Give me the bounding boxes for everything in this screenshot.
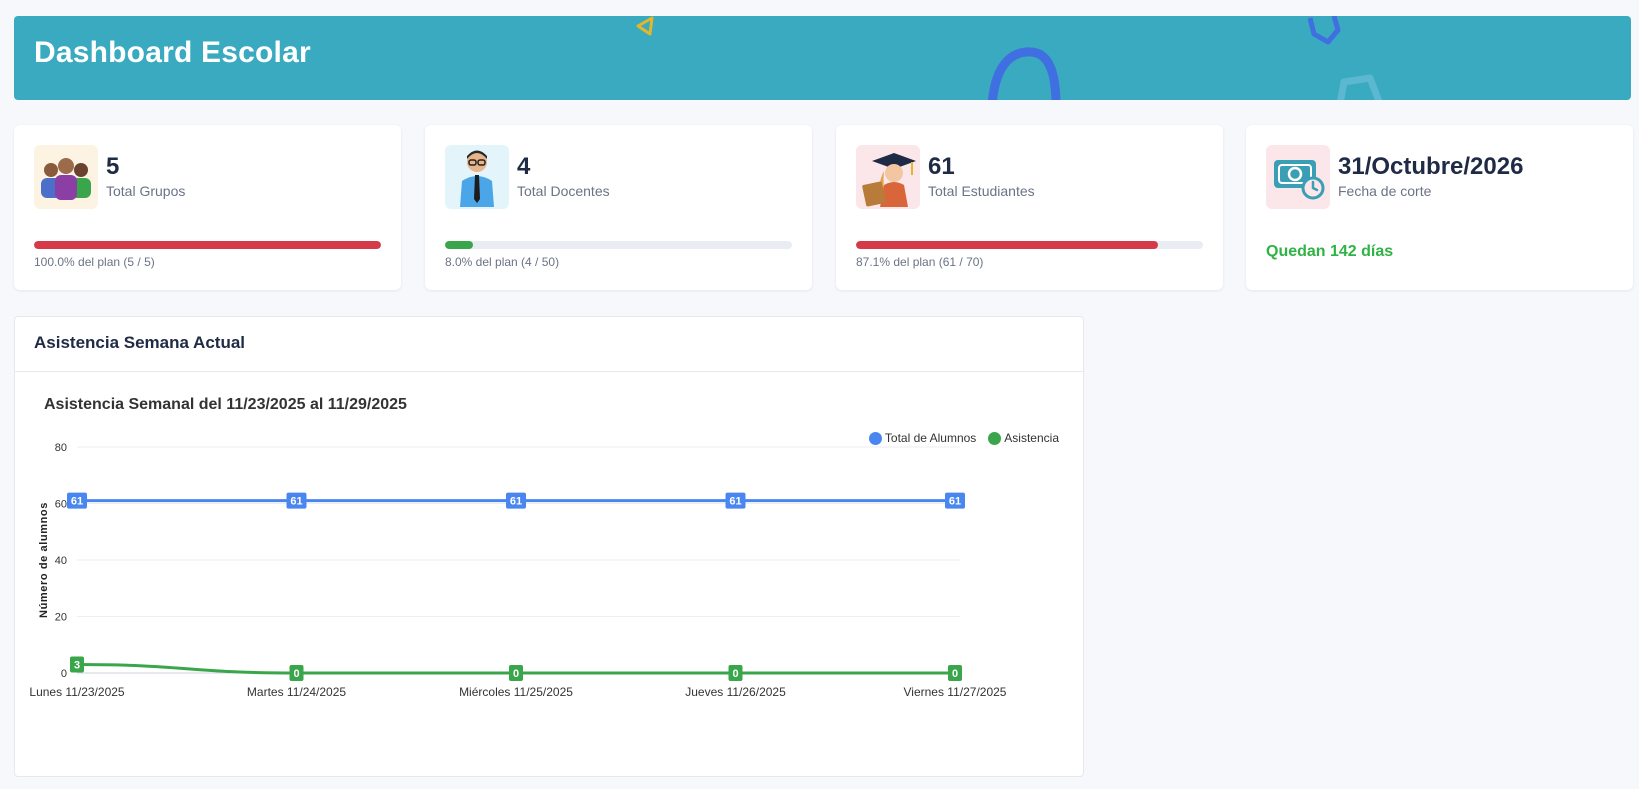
data-point — [948, 665, 962, 681]
stat-label: Fecha de corte — [1338, 183, 1432, 199]
legend-label: Asistencia — [1004, 431, 1059, 445]
progress-fill — [856, 241, 1159, 249]
data-label: 0 — [952, 668, 958, 680]
progress-fill — [34, 241, 381, 249]
data-label: 0 — [293, 668, 299, 680]
x-tick-label: Jueves 11/26/2025 — [685, 685, 786, 699]
triangle-decoration — [636, 16, 654, 36]
data-point — [725, 492, 746, 509]
group-icon — [34, 145, 98, 209]
stat-value: 4 — [517, 153, 531, 180]
y-axis-label: Número de alumnos — [38, 502, 50, 618]
stat-card-cutoff: 31/Octubre/2026 Fecha de corte Quedan 14… — [1246, 125, 1633, 290]
data-point — [286, 492, 307, 509]
chart-title: Asistencia Semanal del 11/23/2025 al 11/… — [44, 396, 407, 413]
stat-card-groups: 5 Total Grupos 100.0% del plan (5 / 5) — [14, 125, 401, 290]
header-banner: Dashboard Escolar — [14, 16, 1631, 100]
teacher-icon — [445, 145, 509, 209]
money-clock-icon — [1266, 145, 1330, 209]
y-tick-label: 40 — [55, 555, 67, 567]
attendance-line-chart: 0 20 40 60 80 Número de alumnos Lunes 11/23/20… — [29, 442, 1007, 699]
shape-decoration — [1337, 74, 1383, 100]
data-point — [289, 665, 304, 681]
data-point — [728, 665, 743, 681]
stat-label: Total Grupos — [106, 183, 186, 199]
x-tick-label: Miércoles 11/25/2025 — [459, 685, 573, 699]
y-tick-label: 60 — [55, 499, 67, 511]
days-remaining: Quedan 142 días — [1266, 243, 1394, 260]
page-title: Dashboard Escolar — [34, 36, 311, 69]
legend-dot — [868, 431, 882, 445]
stat-label: Total Docentes — [517, 183, 610, 199]
data-label: 61 — [71, 496, 83, 508]
data-label: 0 — [513, 668, 519, 680]
legend-dot — [988, 431, 1002, 445]
data-point — [509, 665, 523, 681]
stat-value: 31/Octubre/2026 — [1338, 153, 1524, 180]
student-icon — [856, 145, 920, 209]
attendance-panel: Asistencia Semana Actual Asistencia Sema… — [14, 316, 1084, 777]
data-point — [70, 656, 84, 673]
progress-text: 8.0% del plan (4 / 50) — [445, 255, 560, 269]
y-tick-label: 0 — [61, 668, 67, 680]
data-label: 61 — [290, 496, 302, 508]
data-label: 61 — [729, 496, 741, 508]
stat-card-teachers: 4 Total Docentes 8.0% del plan (4 / 50) — [425, 125, 812, 290]
progress-bar — [856, 241, 1203, 249]
progress-bar — [445, 241, 792, 249]
data-point — [945, 492, 965, 509]
data-label: 61 — [510, 496, 522, 508]
y-tick-label: 80 — [55, 442, 67, 454]
hexagon-decoration — [1307, 16, 1341, 45]
x-tick-label: Lunes 11/23/2025 — [29, 685, 125, 699]
data-point — [67, 492, 87, 509]
legend-item[interactable]: Asistencia — [988, 431, 1059, 445]
legend-item[interactable]: Total de Alumnos — [868, 431, 977, 445]
chart-legend: Total de Alumnos Asistencia — [868, 431, 1059, 445]
stat-label: Total Estudiantes — [928, 183, 1035, 199]
data-point — [506, 492, 526, 509]
stat-value: 5 — [106, 153, 120, 180]
progress-text: 100.0% del plan (5 / 5) — [34, 255, 155, 269]
x-tick-label: Martes 11/24/2025 — [247, 685, 347, 699]
data-label: 3 — [74, 660, 80, 672]
data-label: 0 — [732, 668, 738, 680]
data-label: 61 — [949, 496, 961, 508]
progress-fill — [445, 241, 473, 249]
x-tick-label: Viernes 11/27/2025 — [904, 685, 1007, 699]
progress-bar — [34, 241, 381, 249]
blob-decoration — [988, 47, 1061, 100]
y-tick-label: 20 — [55, 612, 67, 624]
panel-title: Asistencia Semana Actual — [15, 317, 1083, 372]
progress-text: 87.1% del plan (61 / 70) — [856, 255, 984, 269]
stat-value: 61 — [928, 153, 955, 180]
legend-label: Total de Alumnos — [884, 431, 977, 445]
stat-card-students: 61 Total Estudiantes 87.1% del plan (61 … — [836, 125, 1223, 290]
